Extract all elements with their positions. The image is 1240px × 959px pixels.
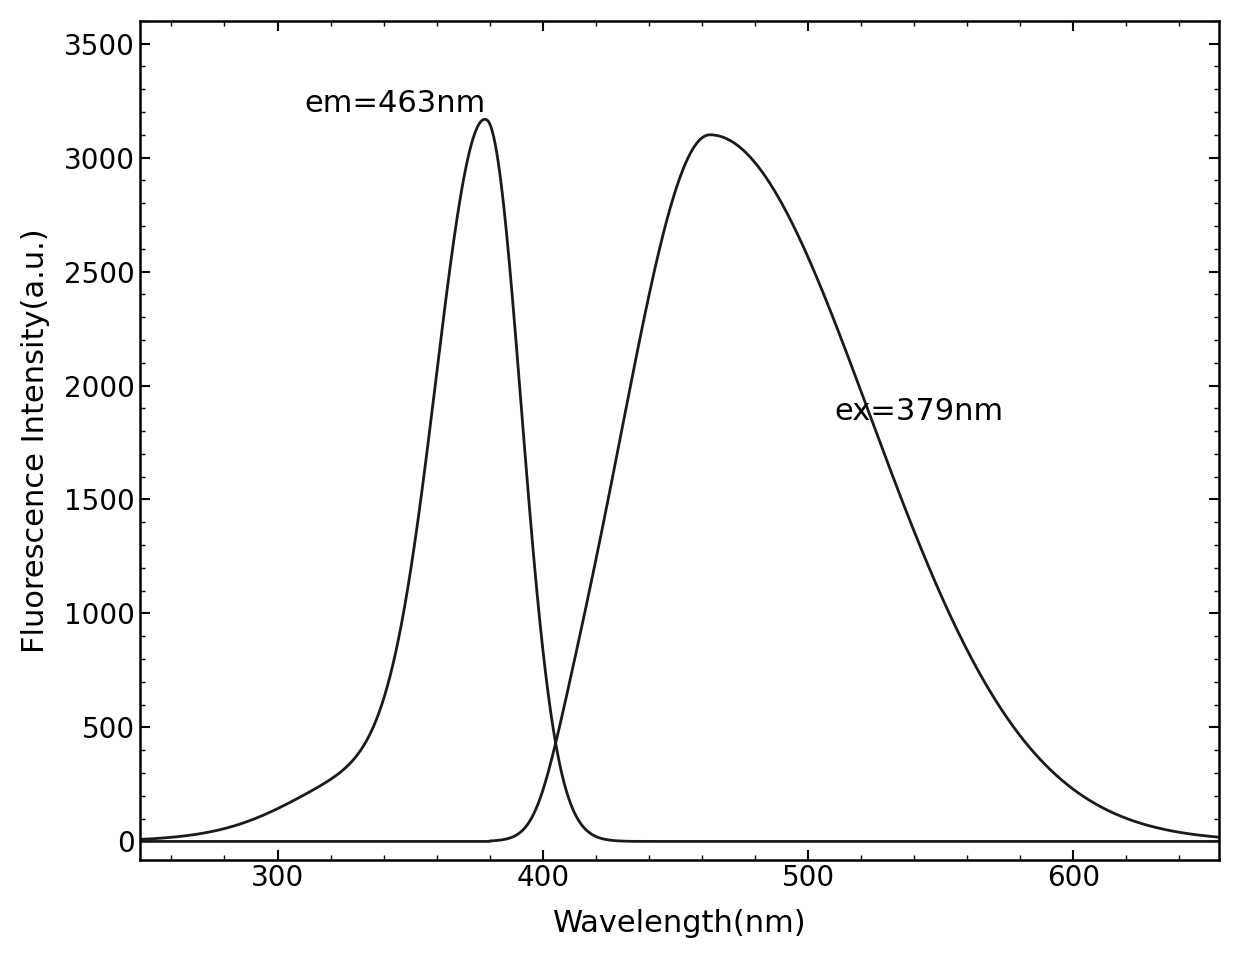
Text: em=463nm: em=463nm <box>304 89 485 118</box>
Y-axis label: Fluorescence Intensity(a.u.): Fluorescence Intensity(a.u.) <box>21 228 50 652</box>
Text: ex=379nm: ex=379nm <box>835 397 1003 426</box>
X-axis label: Wavelength(nm): Wavelength(nm) <box>553 909 806 938</box>
